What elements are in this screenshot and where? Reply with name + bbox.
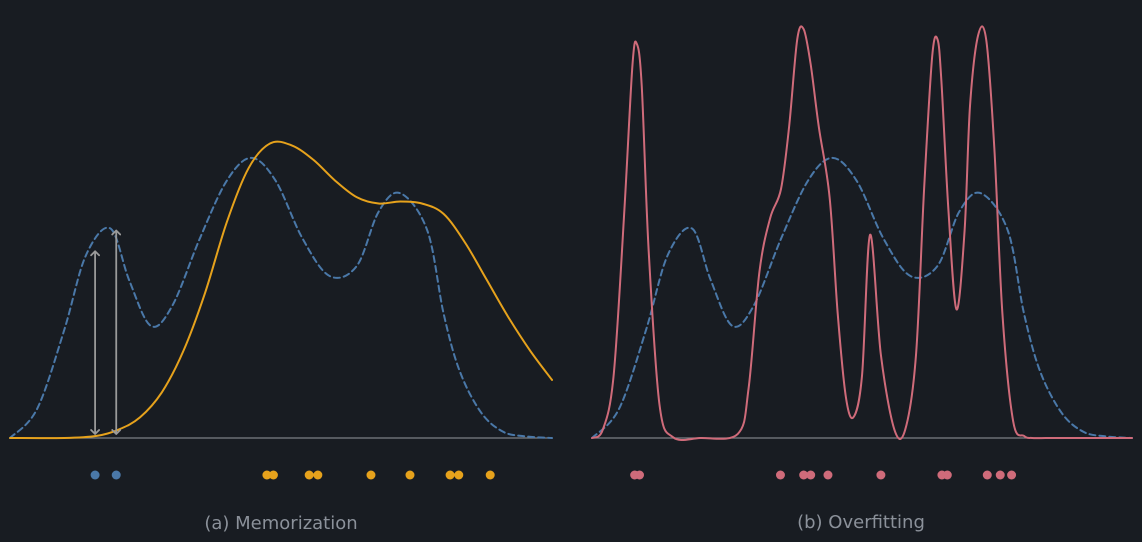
sample-point (995, 470, 1005, 480)
true-density-line (591, 156, 1133, 439)
sample-point (823, 470, 833, 480)
model-density-line (591, 25, 1133, 442)
sample-point (111, 470, 121, 480)
sample-point (313, 470, 323, 480)
sample-point (262, 470, 272, 480)
caption-memorization: (a) Memorization (204, 513, 357, 534)
sample-point (876, 470, 886, 480)
sample-point (982, 470, 992, 480)
sample-point (304, 470, 314, 480)
sample-point (775, 470, 785, 480)
sample-point (942, 470, 952, 480)
sample-point (366, 470, 376, 480)
caption-overfitting: (b) Overfitting (797, 512, 925, 533)
sample-point (90, 470, 100, 480)
panel-memorization: (a) Memorization (9, 140, 553, 534)
sample-point (268, 470, 278, 480)
sample-point (445, 470, 455, 480)
sample-point (806, 470, 816, 480)
sample-point (485, 470, 495, 480)
true-density-line (9, 156, 553, 439)
panel-overfitting: (b) Overfitting (591, 25, 1133, 533)
sample-point (405, 470, 415, 480)
sample-point (635, 470, 645, 480)
sample-point (799, 470, 809, 480)
sample-point (1007, 470, 1017, 480)
model-density-line (9, 140, 553, 440)
sample-point (454, 470, 464, 480)
